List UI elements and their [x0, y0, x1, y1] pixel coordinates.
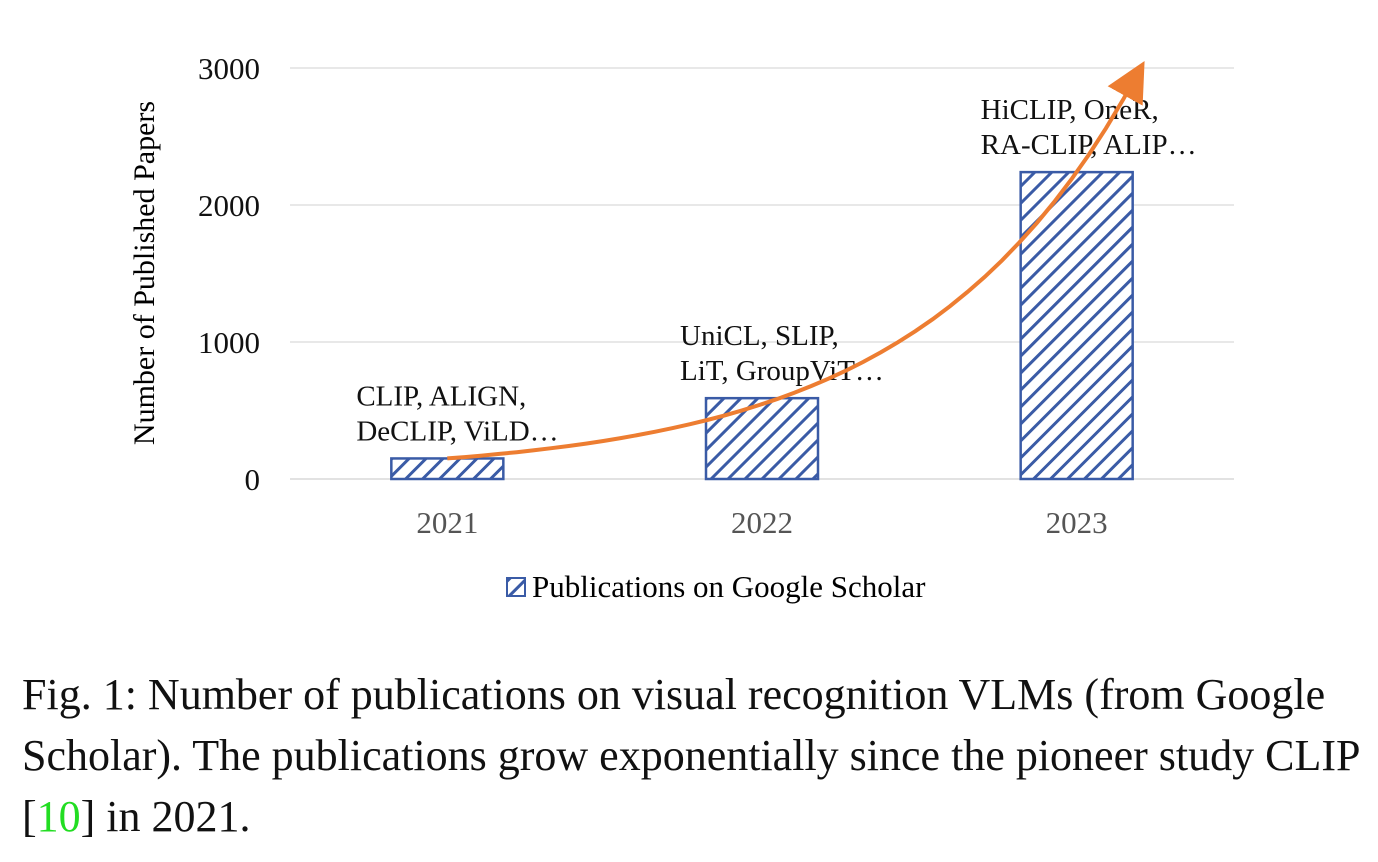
- publications-chart: 0 1000 2000 3000 2021 2022 2023 CLIP, ALIGN,D…: [128, 51, 1234, 604]
- caption-text-end: ] in 2021.: [80, 792, 251, 841]
- x-tick-label: 2023: [1046, 505, 1108, 540]
- y-tick-label: 3000: [198, 51, 260, 86]
- legend: Publications on Google Scholar: [506, 569, 926, 604]
- annotation-line: DeCLIP, ViLD…: [356, 415, 558, 447]
- bars: [390, 170, 1134, 481]
- y-axis-label: Number of Published Papers: [128, 101, 161, 445]
- legend-swatch: [506, 577, 526, 597]
- caption-text: Fig. 1: Number of publications on visual…: [22, 670, 1359, 841]
- exponential-trend-arrow: [447, 61, 1145, 461]
- figure-caption: Fig. 1: Number of publications on visual…: [22, 664, 1362, 847]
- y-tick-label: 2000: [198, 188, 260, 223]
- annotation-line: UniCL, SLIP,: [680, 320, 839, 352]
- legend-label: Publications on Google Scholar: [532, 569, 926, 604]
- annotation-line: CLIP, ALIGN,: [356, 380, 526, 412]
- x-tick-label: 2022: [731, 505, 793, 540]
- bar-annotations: CLIP, ALIGN,DeCLIP, ViLD… UniCL, SLIP,LiT…: [356, 94, 1196, 447]
- annotation-line: HiCLIP, OneR,: [981, 94, 1159, 126]
- bar-2022: [704, 396, 820, 481]
- x-tick-label: 2021: [416, 505, 478, 540]
- y-tick-label: 0: [245, 462, 261, 497]
- y-axis-ticks: 0 1000 2000 3000: [198, 51, 260, 497]
- citation-link[interactable]: 10: [36, 792, 81, 841]
- bar-2021: [390, 457, 505, 481]
- annotation-line: LiT, GroupViT…: [680, 355, 884, 387]
- x-axis-ticks: 2021 2022 2023: [416, 505, 1107, 540]
- bar-2023: [1019, 170, 1134, 481]
- y-tick-label: 1000: [198, 325, 260, 360]
